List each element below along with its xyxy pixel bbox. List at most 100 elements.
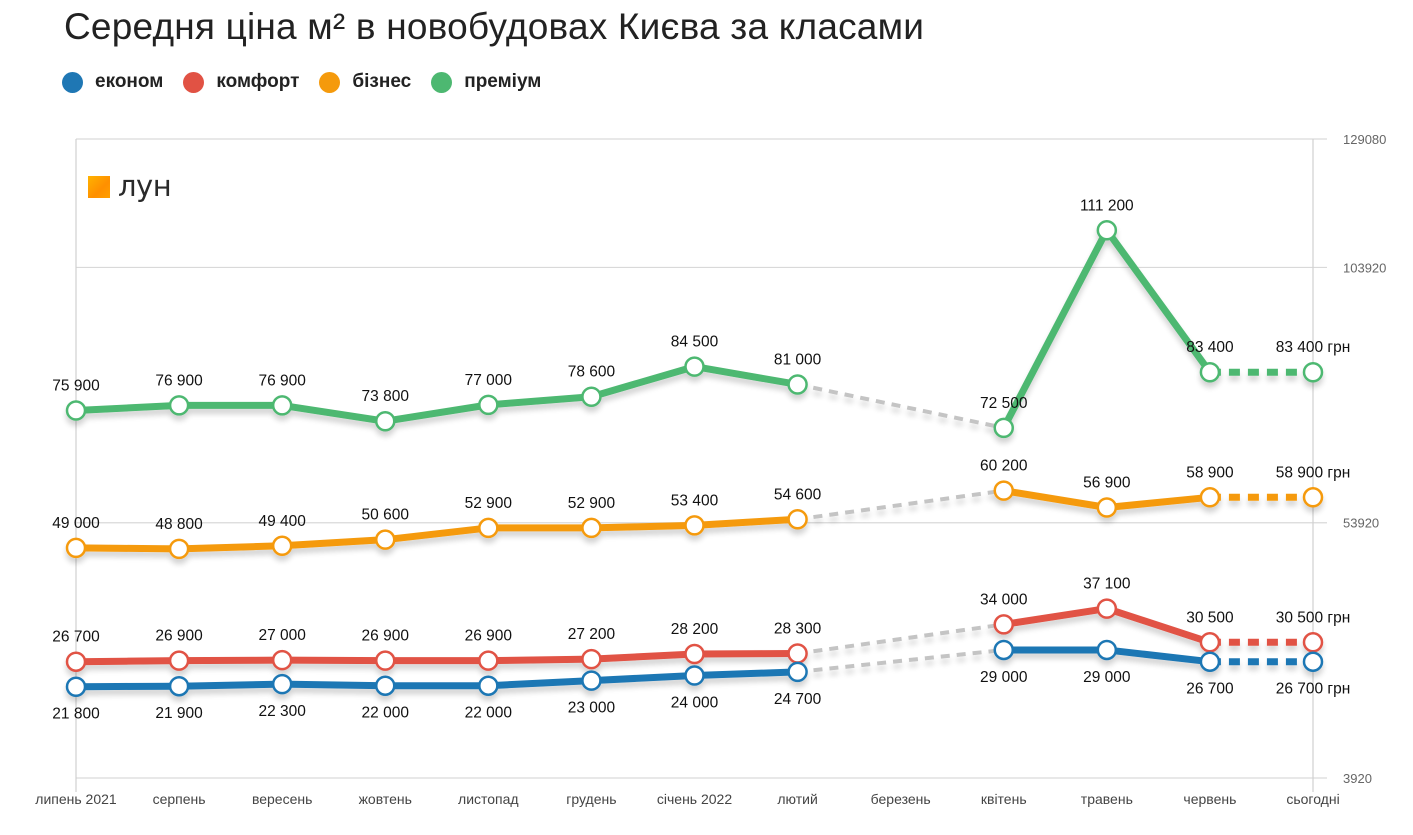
- legend-item-comfort[interactable]: комфорт: [183, 71, 299, 93]
- data-point-econom: [478, 675, 499, 696]
- y-tick-label: 3920: [1343, 771, 1372, 786]
- data-label-premium: 81 000: [774, 351, 822, 368]
- data-label-premium: 84 500: [671, 334, 719, 351]
- data-label-comfort: 28 300: [774, 621, 822, 638]
- legend: економ комфорт бізнес преміум: [62, 71, 561, 93]
- x-tick-label: квітень: [981, 791, 1027, 807]
- data-point-comfort: [684, 643, 705, 665]
- data-point-comfort: [478, 650, 499, 671]
- data-point-econom: [168, 675, 190, 697]
- data-point-econom: [65, 676, 87, 697]
- x-tick-label: травень: [1081, 791, 1133, 807]
- data-label-premium: 76 900: [258, 372, 306, 389]
- gap-connector-econom: [797, 647, 1004, 674]
- data-label-business: 53 400: [671, 492, 719, 509]
- data-point-comfort: [375, 650, 396, 671]
- series-business: [65, 480, 1324, 560]
- data-point-comfort: [787, 643, 808, 664]
- data-point-premium: [375, 410, 396, 432]
- data-label-comfort: 37 100: [1083, 576, 1131, 593]
- data-point-business: [787, 509, 808, 530]
- data-label-business: 48 800: [155, 516, 203, 533]
- data-label-econom: 21 800: [52, 706, 100, 723]
- series-econom: [65, 639, 1324, 697]
- data-label-business: 49 400: [258, 513, 306, 530]
- data-label-comfort: 26 900: [465, 628, 513, 645]
- data-point-comfort: [581, 648, 602, 670]
- data-label-econom: 29 000: [980, 669, 1028, 686]
- data-point-premium: [478, 394, 499, 416]
- data-label-comfort: 26 900: [362, 628, 410, 645]
- x-tick-label: січень 2022: [657, 791, 732, 807]
- gap-connector-comfort: [797, 622, 1005, 656]
- data-label-premium: 77 000: [465, 372, 513, 389]
- data-point-premium: [993, 417, 1014, 439]
- data-label-econom: 21 900: [155, 705, 203, 722]
- data-point-econom: [1302, 651, 1324, 672]
- legend-label-business: бізнес: [352, 71, 412, 92]
- data-label-premium: 73 800: [362, 388, 410, 405]
- data-label-comfort: 27 200: [568, 626, 616, 643]
- data-point-comfort: [168, 650, 190, 671]
- lun-logo-text: лун: [118, 169, 172, 203]
- data-point-econom: [787, 661, 808, 683]
- data-label-business: 58 900 грн: [1276, 464, 1351, 481]
- legend-item-premium[interactable]: преміум: [431, 71, 541, 93]
- data-label-premium: 111 200: [1080, 197, 1134, 214]
- data-label-econom: 23 000: [568, 700, 616, 717]
- grid: 3920 53920 103920 129080 липень 2021 серпень в…: [35, 132, 1386, 807]
- lun-logo-square-icon: [88, 175, 110, 198]
- data-point-business: [993, 480, 1014, 501]
- lun-logo: лун: [88, 169, 172, 203]
- legend-dot-comfort-icon: [183, 71, 205, 93]
- data-point-business: [168, 538, 190, 560]
- data-point-econom: [581, 670, 602, 691]
- data-point-premium: [168, 395, 190, 416]
- x-tick-label: липень 2021: [35, 791, 117, 807]
- series-premium: [65, 220, 1324, 439]
- y-tick-label: 129080: [1343, 132, 1386, 147]
- legend-item-econom[interactable]: економ: [62, 71, 163, 93]
- data-label-comfort: 27 000: [258, 627, 306, 644]
- data-label-business: 50 600: [362, 507, 410, 524]
- x-tick-label: грудень: [566, 791, 616, 807]
- gap-connector-business: [797, 488, 1005, 522]
- data-label-econom: 29 000: [1083, 669, 1131, 686]
- data-point-econom: [993, 639, 1014, 661]
- data-point-premium: [65, 400, 87, 421]
- series-line-comfort: [72, 650, 802, 666]
- legend-item-business[interactable]: бізнес: [319, 71, 411, 93]
- x-tick-label: червень: [1183, 791, 1236, 807]
- data-label-business: 49 000: [52, 515, 100, 532]
- data-label-business: 52 900: [568, 495, 616, 512]
- data-point-econom: [1096, 639, 1118, 661]
- data-label-comfort: 30 500: [1186, 609, 1234, 626]
- data-label-premium: 83 400: [1186, 339, 1234, 356]
- data-point-premium: [581, 386, 602, 407]
- data-point-comfort: [271, 649, 293, 671]
- series-comfort: [65, 598, 1324, 672]
- data-label-comfort: 26 900: [155, 628, 203, 645]
- data-label-econom: 26 700: [1186, 681, 1234, 698]
- data-point-comfort: [1199, 632, 1221, 653]
- data-point-business: [271, 535, 293, 557]
- data-label-premium: 75 900: [52, 378, 100, 395]
- chart-title: Середня ціна м² в новобудовах Києва за к…: [64, 6, 925, 47]
- data-point-premium: [684, 356, 705, 377]
- data-label-econom: 22 300: [258, 703, 306, 720]
- series-line-econom: [72, 668, 802, 691]
- data-point-econom: [684, 665, 705, 686]
- data-point-econom: [375, 675, 396, 696]
- legend-dot-premium-icon: [431, 71, 453, 93]
- legend-label-econom: економ: [95, 71, 164, 92]
- x-tick-label: сьогодні: [1286, 791, 1339, 807]
- x-tick-label: листопад: [458, 791, 519, 807]
- data-label-econom: 22 000: [362, 705, 410, 722]
- x-tick-label: вересень: [252, 791, 312, 807]
- data-label-premium: 76 900: [155, 372, 203, 389]
- data-point-business: [1096, 497, 1118, 518]
- data-point-comfort: [1302, 632, 1324, 653]
- data-label-econom: 26 700 грн: [1276, 681, 1351, 698]
- series-line-business: [72, 515, 802, 553]
